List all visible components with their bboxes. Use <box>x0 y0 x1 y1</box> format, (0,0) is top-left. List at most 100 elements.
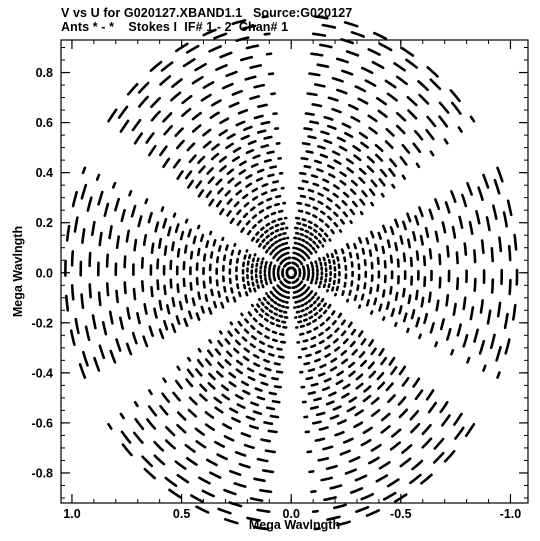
uv-point-track <box>210 288 214 297</box>
uv-point-track <box>140 256 144 269</box>
uv-point-track <box>281 253 286 257</box>
uv-point-track <box>187 228 192 238</box>
uv-point-track <box>477 186 484 201</box>
uv-point-track <box>365 237 370 245</box>
uv-point-track <box>280 281 284 285</box>
uv-point-track <box>277 233 283 237</box>
uv-point-track <box>312 306 317 311</box>
uv-point-track <box>261 283 265 289</box>
uv-point-track <box>235 394 244 400</box>
uv-point-track <box>300 309 305 313</box>
uv-point-track <box>396 258 400 268</box>
uv-point-track <box>350 30 365 38</box>
uv-point-track <box>179 230 185 241</box>
uv-point-track <box>150 242 155 254</box>
uv-point-track <box>278 238 283 242</box>
uv-point-track <box>258 373 267 378</box>
uv-point-track <box>331 150 341 156</box>
uv-point-track <box>306 330 312 334</box>
uv-point-track <box>312 206 319 211</box>
uv-point-track <box>299 233 305 237</box>
uv-point-track <box>115 338 122 352</box>
uv-point-track <box>380 412 391 422</box>
uv-point-track <box>339 171 347 178</box>
uv-point-track <box>322 283 326 289</box>
uv-point-track <box>108 225 113 240</box>
uv-point-track <box>342 383 351 390</box>
uv-point-track <box>297 209 304 213</box>
uv-point-track <box>401 144 411 154</box>
uv-point-track <box>274 202 280 207</box>
uv-point-track <box>91 314 97 330</box>
uv-point-track <box>171 78 183 88</box>
uv-point-track <box>342 191 350 198</box>
uv-point-track <box>207 307 213 315</box>
uv-point-track <box>272 255 276 260</box>
uv-point-track <box>486 309 492 325</box>
uv-point-track <box>198 476 211 485</box>
uv-point-track <box>341 69 354 76</box>
uv-point-track <box>254 308 259 313</box>
uv-point-track <box>217 361 225 369</box>
uv-point-track <box>273 301 278 305</box>
uv-point-track <box>244 318 250 324</box>
uv-point-track <box>241 336 248 342</box>
uv-point-track <box>225 70 238 78</box>
uv-point-track <box>401 376 410 387</box>
uv-point-track <box>186 142 196 152</box>
uv-point-track <box>348 456 361 463</box>
uv-point-track <box>225 244 229 251</box>
uv-point-track <box>313 235 319 240</box>
uv-point-track <box>360 338 367 346</box>
uv-point-track <box>325 400 335 406</box>
uv-point-track <box>426 115 437 128</box>
uv-point-track <box>370 409 381 417</box>
uv-point-track <box>243 254 247 260</box>
uv-point-track <box>418 93 430 105</box>
uv-point-track <box>249 497 264 502</box>
uv-point-track <box>402 312 408 323</box>
uv-point-track <box>327 283 331 289</box>
uv-point-track <box>240 55 254 62</box>
uv-point-track <box>297 299 302 303</box>
uv-point-track <box>301 347 308 351</box>
uv-point-track <box>251 187 259 193</box>
uv-point-track <box>352 145 361 152</box>
uv-point-track <box>297 186 305 191</box>
uv-point-track <box>198 165 206 174</box>
uv-point-track <box>401 444 413 454</box>
uv-point-track <box>251 224 257 229</box>
uv-point-track <box>332 338 339 344</box>
uv-point-track <box>412 142 422 154</box>
uv-point-track <box>349 340 356 348</box>
uv-point-track <box>269 280 273 285</box>
uv-point-track <box>253 114 264 120</box>
uv-point-track <box>142 234 148 246</box>
uv-point-track <box>275 290 280 294</box>
uv-point-track <box>419 234 424 246</box>
uv-point-track <box>267 344 274 349</box>
uv-point-track <box>184 244 188 254</box>
uv-point-track <box>263 158 272 163</box>
uv-point-track <box>147 405 158 417</box>
uv-point-track <box>147 211 153 224</box>
uv-point-track <box>305 376 314 381</box>
uv-point-track <box>172 391 181 402</box>
uv-tracks <box>64 15 519 531</box>
uv-point-track <box>296 201 303 205</box>
uv-point-track <box>184 294 189 304</box>
uv-point-track <box>261 183 269 188</box>
uv-point-track <box>415 162 421 169</box>
uv-point-track <box>247 367 255 373</box>
uv-point-track <box>259 488 273 494</box>
y-tick-label: 0.4 <box>36 166 53 180</box>
uv-point-track <box>220 384 230 392</box>
uv-point-track <box>274 296 279 300</box>
uv-point-track <box>306 248 311 252</box>
uv-point-track <box>309 261 313 266</box>
uv-point-track <box>271 219 277 224</box>
uv-point-track <box>221 236 225 242</box>
uv-point-track <box>78 363 87 379</box>
uv-point-track <box>171 297 176 308</box>
uv-point-track <box>385 301 390 310</box>
